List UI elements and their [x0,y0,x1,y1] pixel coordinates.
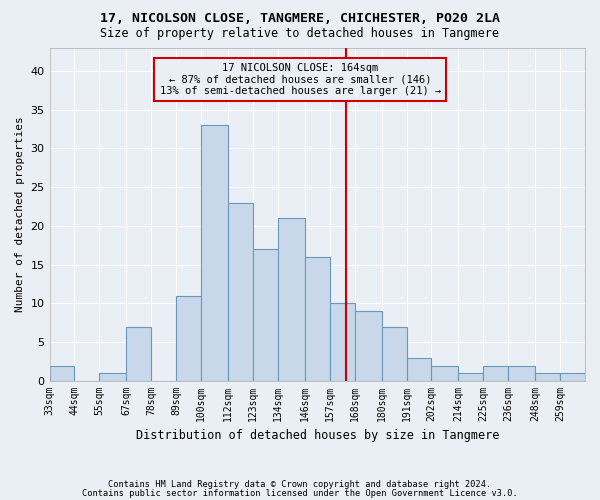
Y-axis label: Number of detached properties: Number of detached properties [15,116,25,312]
Bar [278,218,305,381]
Text: 17, NICOLSON CLOSE, TANGMERE, CHICHESTER, PO20 2LA: 17, NICOLSON CLOSE, TANGMERE, CHICHESTER… [100,12,500,26]
Bar [508,366,535,381]
Bar [458,374,484,381]
X-axis label: Distribution of detached houses by size in Tangmere: Distribution of detached houses by size … [136,430,499,442]
Bar [127,327,151,381]
Bar [560,374,585,381]
Text: Contains HM Land Registry data © Crown copyright and database right 2024.: Contains HM Land Registry data © Crown c… [109,480,491,489]
Bar [305,257,329,381]
Bar [407,358,431,381]
Bar [228,202,253,381]
Bar [176,296,201,381]
Bar [253,249,278,381]
Text: Size of property relative to detached houses in Tangmere: Size of property relative to detached ho… [101,28,499,40]
Bar [484,366,508,381]
Bar [50,366,74,381]
Text: Contains public sector information licensed under the Open Government Licence v3: Contains public sector information licen… [82,490,518,498]
Bar [329,304,355,381]
Bar [99,374,127,381]
Bar [382,327,407,381]
Bar [201,125,228,381]
Bar [431,366,458,381]
Bar [355,311,382,381]
Bar [535,374,560,381]
Text: 17 NICOLSON CLOSE: 164sqm
← 87% of detached houses are smaller (146)
13% of semi: 17 NICOLSON CLOSE: 164sqm ← 87% of detac… [160,63,441,96]
